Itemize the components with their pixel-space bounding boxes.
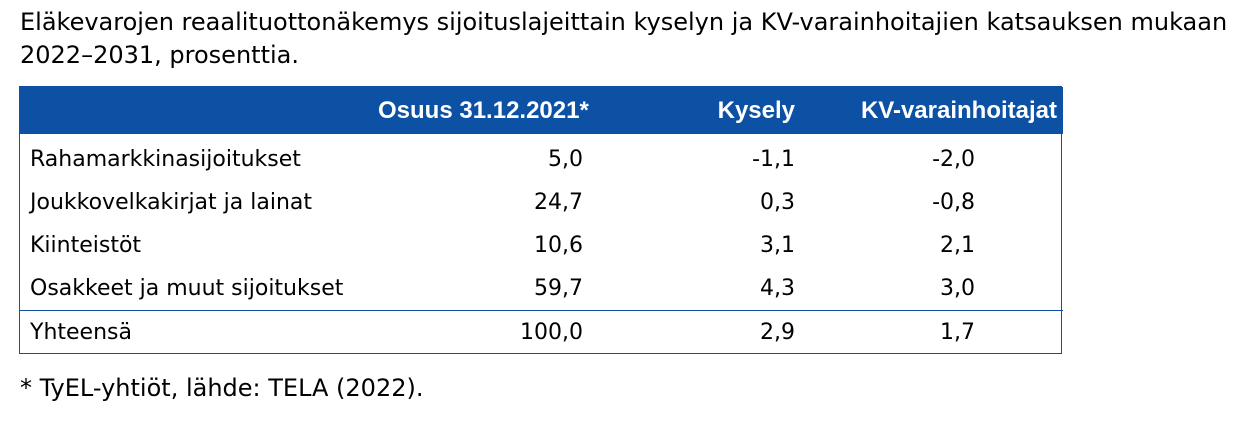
header-asset-class	[20, 87, 378, 134]
total-survey: 2,9	[583, 310, 795, 353]
header-kv-managers: KV-varainhoitajat	[860, 96, 1057, 124]
row-asset-class: Osakkeet ja muut sijoitukset	[30, 276, 344, 301]
row-share: 24,7	[534, 190, 583, 215]
row-survey: 3,1	[760, 233, 795, 258]
total-share: 100,0	[378, 310, 583, 353]
row-kv: -0,8	[932, 190, 975, 215]
row-asset-class: Kiinteistöt	[30, 233, 142, 258]
returns-table: Osuus 31.12.2021* Kysely KV-varainhoitaj…	[19, 86, 1063, 354]
row-asset-class: Joukkovelkakirjat ja lainat	[30, 190, 313, 215]
table-row: Osakkeet ja muut sijoitukset 59,7 4,3 3,…	[20, 267, 1063, 311]
table-row: Kiinteistöt 10,6 3,1 2,1	[20, 224, 1063, 267]
table-total-row: Yhteensä 100,0 2,9 1,7	[20, 310, 1063, 353]
row-share: 5,0	[548, 147, 583, 172]
table-title: Eläkevarojen reaalituottonäkemys sijoitu…	[20, 8, 1228, 69]
header-survey: Kysely	[717, 96, 795, 124]
row-kv: 2,1	[940, 233, 975, 258]
total-kv: 1,7	[795, 310, 1063, 353]
footnote: * TyEL-yhtiöt, lähde: TELA (2022).	[20, 374, 424, 402]
row-kv: 3,0	[940, 276, 975, 301]
total-label: Yhteensä	[20, 310, 378, 353]
row-share: 10,6	[534, 233, 583, 258]
table-row: Joukkovelkakirjat ja lainat 24,7 0,3 -0,…	[20, 181, 1063, 224]
row-survey: 0,3	[760, 190, 795, 215]
row-survey: 4,3	[760, 276, 795, 301]
row-share: 59,7	[534, 276, 583, 301]
row-kv: -2,0	[932, 147, 975, 172]
returns-table-grid: Osuus 31.12.2021* Kysely KV-varainhoitaj…	[20, 87, 1063, 353]
header-share: Osuus 31.12.2021*	[378, 96, 589, 124]
row-asset-class: Rahamarkkinasijoitukset	[30, 147, 301, 172]
table-row: Rahamarkkinasijoitukset 5,0 -1,1 -2,0	[20, 134, 1063, 181]
table-header-row: Osuus 31.12.2021* Kysely KV-varainhoitaj…	[20, 87, 1063, 134]
row-survey: -1,1	[752, 147, 795, 172]
